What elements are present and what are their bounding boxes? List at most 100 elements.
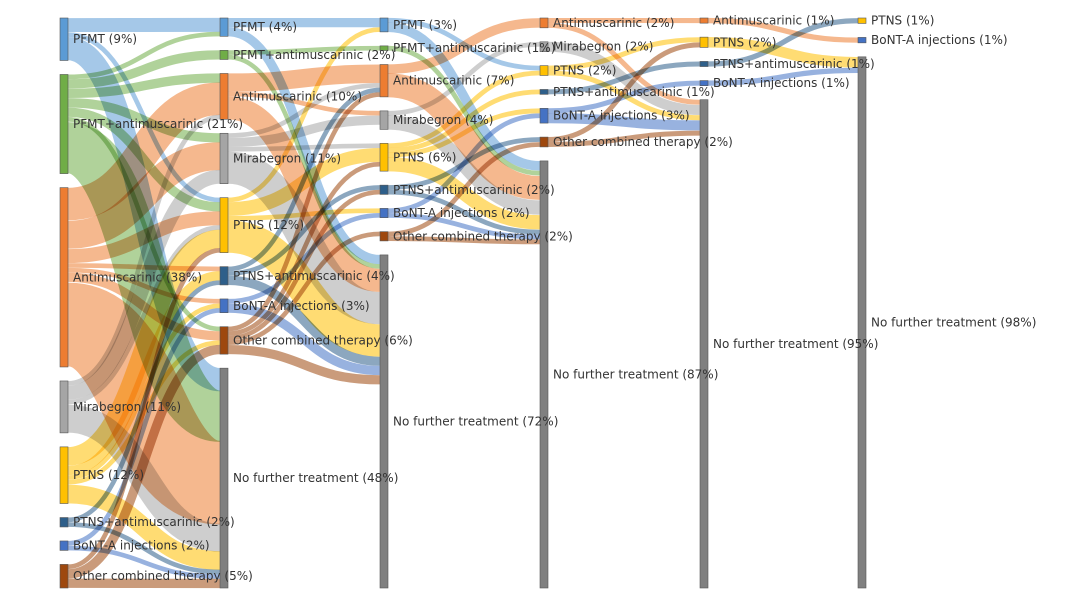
stage-node xyxy=(379,45,389,51)
flow-link xyxy=(387,189,541,235)
stage-node xyxy=(59,17,69,61)
flow-link xyxy=(227,303,381,376)
flow-link xyxy=(387,73,541,200)
flow-link xyxy=(387,22,541,171)
stage-node xyxy=(219,367,229,589)
flow-link xyxy=(547,113,701,131)
flow-link xyxy=(67,484,221,570)
flow-link xyxy=(226,96,382,292)
flow-link xyxy=(66,82,222,221)
stage-node xyxy=(59,517,69,528)
node-label: No further treatment (95%) xyxy=(713,337,878,351)
flow-link xyxy=(66,229,222,466)
stage-node xyxy=(219,197,229,253)
node-label: PTNS (2%) xyxy=(553,64,616,78)
node-label: PTNS+antimuscarinic (2%) xyxy=(393,183,555,197)
node-label: PFMT+antimuscarinic (21%) xyxy=(73,117,243,131)
stage-node xyxy=(539,136,549,148)
flow-link xyxy=(67,522,221,575)
node-label: Antimuscarinic (38%) xyxy=(73,270,202,284)
node-label: Other combined therapy (5%) xyxy=(73,569,253,583)
flow-link xyxy=(707,17,859,43)
flow-links xyxy=(63,17,859,589)
flow-link xyxy=(67,303,221,480)
node-label: PTNS (2%) xyxy=(713,35,776,49)
flow-link xyxy=(387,142,541,237)
flow-link xyxy=(227,115,381,148)
flow-link xyxy=(387,157,541,230)
stage-node xyxy=(219,50,229,60)
flow-link xyxy=(547,80,701,114)
node-label: Mirabegron (11%) xyxy=(233,151,341,165)
stage-node xyxy=(59,74,69,174)
flow-link xyxy=(67,50,221,89)
stage-node xyxy=(59,380,69,434)
flow-link xyxy=(227,91,381,116)
flow-link xyxy=(387,113,541,214)
node-label: PTNS+antimuscarinic (4%) xyxy=(233,269,395,283)
flow-link xyxy=(67,211,221,264)
node-label: Other combined therapy (2%) xyxy=(393,229,573,243)
flow-link xyxy=(387,41,541,116)
stage-node xyxy=(379,184,389,195)
flow-link xyxy=(67,114,221,386)
stage-node xyxy=(379,64,389,98)
flow-link xyxy=(227,275,381,366)
node-label: PTNS+antimuscarinic (1%) xyxy=(553,85,715,99)
flow-link xyxy=(227,231,381,346)
flow-link xyxy=(227,92,381,332)
flow-link xyxy=(67,344,221,579)
stage-node xyxy=(59,540,69,551)
flow-link xyxy=(547,61,701,95)
stage-node xyxy=(539,160,549,589)
node-label: PTNS+antimuscarinic (2%) xyxy=(73,515,235,529)
flow-link xyxy=(67,142,221,249)
flow-link xyxy=(227,161,381,336)
stage-node xyxy=(219,132,229,184)
stage-node xyxy=(699,99,709,589)
flow-link xyxy=(227,189,381,341)
flow-link xyxy=(387,70,541,149)
flow-link xyxy=(67,73,221,99)
node-label: PFMT (4%) xyxy=(233,20,297,34)
stage-node xyxy=(219,298,229,313)
flow-link xyxy=(387,108,541,158)
node-label: Other combined therapy (6%) xyxy=(233,333,413,347)
stage-node xyxy=(59,187,69,368)
node-label: PFMT (9%) xyxy=(73,32,137,46)
flow-link xyxy=(547,37,701,71)
stage-node xyxy=(699,61,709,67)
node-label: PTNS (12%) xyxy=(233,218,304,232)
node-label: PTNS+antimuscarinic (1%) xyxy=(713,57,875,71)
node-label: Mirabegron (4%) xyxy=(393,113,493,127)
stage-node xyxy=(857,56,867,589)
flow-link xyxy=(67,272,221,341)
stage-node xyxy=(59,564,69,589)
node-label: Antimuscarinic (1%) xyxy=(713,14,834,28)
node-label: BoNT-A injections (3%) xyxy=(553,109,690,123)
stage-node xyxy=(379,17,389,33)
stage-node xyxy=(379,231,389,242)
stage-node xyxy=(699,36,709,48)
node-label: BoNT-A injections (2%) xyxy=(73,539,210,553)
stage-node xyxy=(539,17,549,29)
flow-link xyxy=(67,308,221,546)
flow-link xyxy=(227,213,381,304)
flow-link xyxy=(387,236,541,245)
node-label: PTNS (6%) xyxy=(393,150,456,164)
flow-link xyxy=(227,64,381,92)
stage-node xyxy=(857,17,867,24)
node-label: Antimuscarinic (7%) xyxy=(393,74,514,88)
stage-node xyxy=(379,110,389,130)
flow-link xyxy=(67,225,221,405)
node-label: No further treatment (87%) xyxy=(553,367,718,381)
node-label: PFMT+antimuscarinic (1%) xyxy=(393,41,555,55)
flow-link xyxy=(227,45,381,55)
node-label: No further treatment (48%) xyxy=(233,471,398,485)
flow-link xyxy=(67,248,221,570)
node-label: PFMT (3%) xyxy=(393,18,457,32)
stage-node xyxy=(219,17,229,37)
node-label: Other combined therapy (2%) xyxy=(553,135,733,149)
stage-node xyxy=(219,266,229,286)
